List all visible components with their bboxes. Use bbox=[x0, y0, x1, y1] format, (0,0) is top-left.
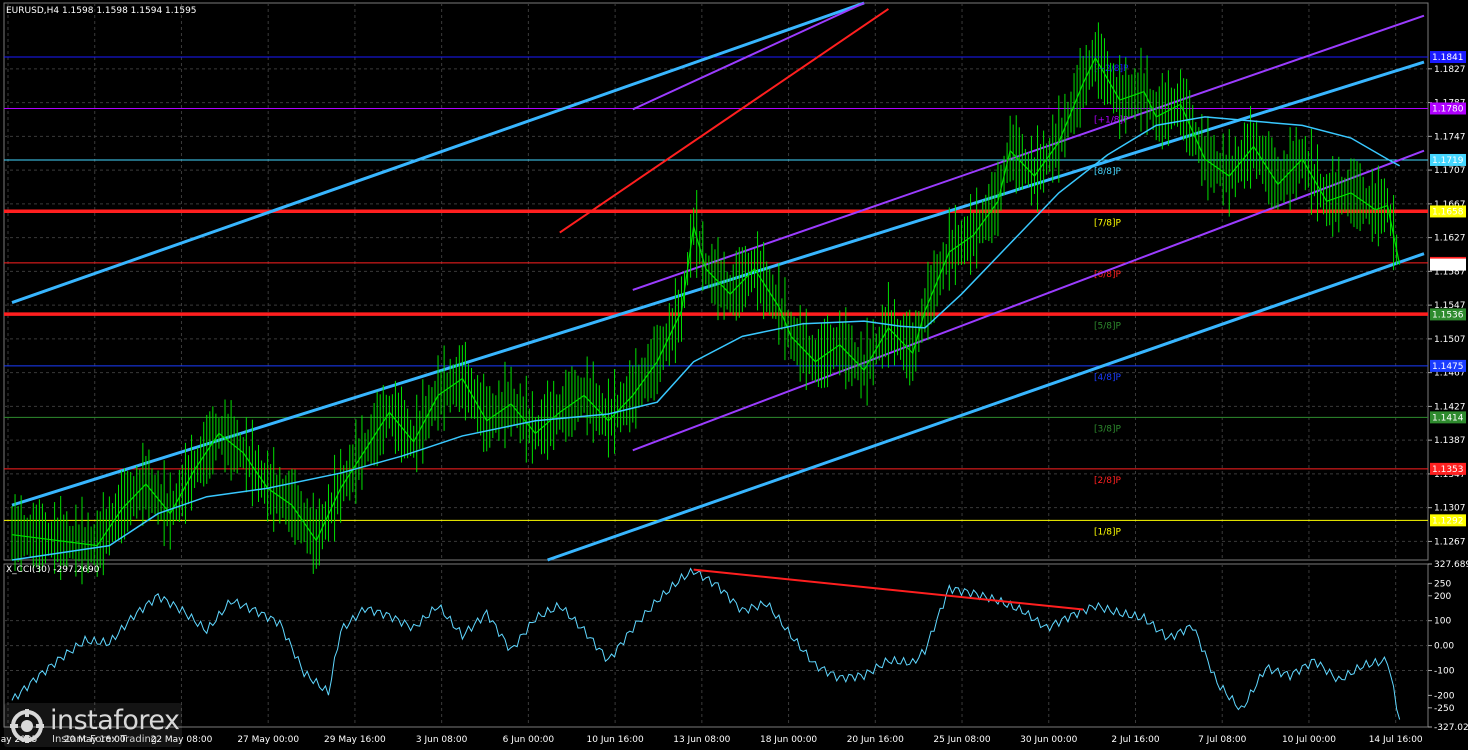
symbol-header: EURUSD,H4 1.1598 1.1598 1.1594 1.1595 bbox=[6, 6, 197, 16]
price-tick-label: 1.1427 bbox=[1434, 402, 1466, 412]
price-tick-label: 1.1587 bbox=[1434, 267, 1466, 277]
price-axis: 1.18271.17871.17471.17071.16671.16271.15… bbox=[1428, 51, 1466, 547]
murrey-level-label: [5/8]P bbox=[1094, 321, 1122, 331]
price-tick-label: 1.1827 bbox=[1434, 65, 1466, 75]
murrey-level-label: [4/8]P bbox=[1094, 373, 1122, 383]
cci-header: X_CCI(30) -297.2690 bbox=[6, 565, 100, 575]
time-tick-label: 27 May 00:00 bbox=[237, 735, 299, 745]
time-tick-label: 7 Jul 08:00 bbox=[1198, 735, 1247, 745]
time-tick-label: 30 Jun 00:00 bbox=[1020, 735, 1077, 745]
time-tick-label: 20 May 16:00 bbox=[64, 735, 126, 745]
cci-tick-label: -100 bbox=[1434, 666, 1455, 676]
current-price-label: 1.1595 bbox=[1432, 261, 1464, 271]
time-tick-label: 6 Jun 00:00 bbox=[503, 735, 555, 745]
instaforex-watermark: instaforex Instant Forex Trading bbox=[4, 703, 182, 747]
time-tick-label: 19 May 2025 bbox=[0, 735, 37, 745]
time-tick-label: 20 Jun 16:00 bbox=[847, 735, 904, 745]
time-tick-label: 3 Jun 08:00 bbox=[416, 735, 468, 745]
price-tag-box bbox=[1430, 514, 1466, 527]
murrey-level-label: [6/8]P bbox=[1094, 270, 1122, 280]
time-tick-label: 14 Jul 16:00 bbox=[1369, 735, 1423, 745]
time-tick-label: 10 Jul 00:00 bbox=[1282, 735, 1336, 745]
price-tag-label: 1.1841 bbox=[1432, 53, 1464, 63]
price-tick-label: 1.1667 bbox=[1434, 200, 1466, 210]
price-tag-label: 1.1658 bbox=[1432, 207, 1464, 217]
red-trend-line bbox=[559, 8, 889, 234]
murrey-level-label: [+1/8]P bbox=[1094, 115, 1129, 125]
time-axis: 19 May 2025 20 May 16:00 22 May 08:00 27 Ma… bbox=[0, 735, 1423, 745]
cci-tick-label: 327.6899 bbox=[1434, 560, 1468, 570]
moving-average-line bbox=[11, 116, 1401, 561]
time-tick-label: 18 Jun 00:00 bbox=[760, 735, 817, 745]
cci-tick-label: 100 bbox=[1434, 617, 1451, 627]
murrey-levels: [+2/8]P [+1/8]P [8/8]P [7/8]P [6/8]P [5/8]P [4… bbox=[4, 56, 1428, 537]
cci-tick-label: 200 bbox=[1434, 592, 1451, 602]
price-tick-label: 1.1467 bbox=[1434, 369, 1466, 379]
price-panel-frame bbox=[3, 2, 1429, 561]
cci-divergence-line bbox=[693, 568, 1084, 611]
price-tag-label: 1.1353 bbox=[1432, 465, 1464, 475]
price-tick-label: 1.1707 bbox=[1434, 166, 1466, 176]
cci-tick-label: -327.028 bbox=[1434, 723, 1468, 733]
cci-panel-frame bbox=[3, 563, 1429, 728]
price-tag-label: 1.1475 bbox=[1432, 362, 1464, 372]
murrey-level-label: [1/8]P bbox=[1094, 527, 1122, 537]
purple-channel-bottom bbox=[632, 149, 1425, 452]
price-tag-box bbox=[1430, 308, 1466, 321]
price-tick-label: 1.1347 bbox=[1434, 470, 1466, 480]
price-series bbox=[11, 22, 1401, 585]
murrey-level-label: [2/8]P bbox=[1094, 476, 1122, 486]
murrey-level-label: [7/8]P bbox=[1094, 218, 1122, 228]
cci-panel: 327.6899 250 200 100 0.00 -100 -200 -250 -327.02… bbox=[4, 560, 1468, 733]
price-tick-label: 1.1307 bbox=[1434, 504, 1466, 514]
time-tick-label: 25 Jun 08:00 bbox=[933, 735, 990, 745]
price-tag-label: 1.1536 bbox=[1432, 310, 1464, 320]
watermark-brand: instaforex bbox=[50, 705, 180, 736]
murrey-level-label: [+2/8]P bbox=[1094, 64, 1129, 74]
watermark-tagline: Instant Forex Trading bbox=[52, 734, 158, 745]
cci-tick-label: -200 bbox=[1434, 691, 1455, 701]
price-close-line bbox=[11, 56, 1401, 547]
lower-blue-channel-line bbox=[547, 252, 1425, 562]
price-tag-box bbox=[1430, 462, 1466, 475]
price-tag-box bbox=[1430, 359, 1466, 372]
price-tick-label: 1.1747 bbox=[1434, 132, 1466, 142]
instaforex-logo-icon bbox=[10, 709, 44, 743]
price-tag-label: 1.1719 bbox=[1432, 156, 1464, 166]
price-tag-label: 1.1414 bbox=[1432, 413, 1464, 423]
price-tag-box bbox=[1430, 51, 1466, 64]
price-tick-label: 1.1627 bbox=[1434, 234, 1466, 244]
time-tick-label: 13 Jun 08:00 bbox=[673, 735, 730, 745]
price-tag-box bbox=[1430, 102, 1466, 115]
time-tick-label: 22 May 08:00 bbox=[151, 735, 213, 745]
grid-lines bbox=[3, 2, 1429, 728]
cci-tick-label: 0.00 bbox=[1434, 642, 1454, 652]
time-tick-label: 2 Jul 16:00 bbox=[1111, 735, 1160, 745]
price-tag-box bbox=[1430, 205, 1466, 218]
cci-tick-label: 250 bbox=[1434, 579, 1451, 589]
upper-blue-channel-line bbox=[11, 1, 865, 305]
price-tick-label: 1.1547 bbox=[1434, 301, 1466, 311]
price-tag-box bbox=[1430, 153, 1466, 166]
murrey-level-label: [3/8]P bbox=[1094, 424, 1122, 434]
cci-tick-label: -250 bbox=[1434, 704, 1455, 714]
price-tag-label: 1.1780 bbox=[1432, 104, 1464, 114]
price-tag-box bbox=[1430, 411, 1466, 424]
time-tick-label: 10 Jun 16:00 bbox=[587, 735, 644, 745]
price-tick-label: 1.1507 bbox=[1434, 335, 1466, 345]
time-tick-label: 29 May 16:00 bbox=[324, 735, 386, 745]
price-tag-label: 1.1292 bbox=[1432, 516, 1464, 526]
purple-channel-top bbox=[632, 2, 865, 111]
cci-line bbox=[11, 567, 1401, 720]
price-tick-label: 1.1267 bbox=[1434, 537, 1466, 547]
current-price-box bbox=[1430, 258, 1466, 271]
murrey-level-label: [8/8]P bbox=[1094, 167, 1122, 177]
price-tick-label: 1.1387 bbox=[1434, 436, 1466, 446]
